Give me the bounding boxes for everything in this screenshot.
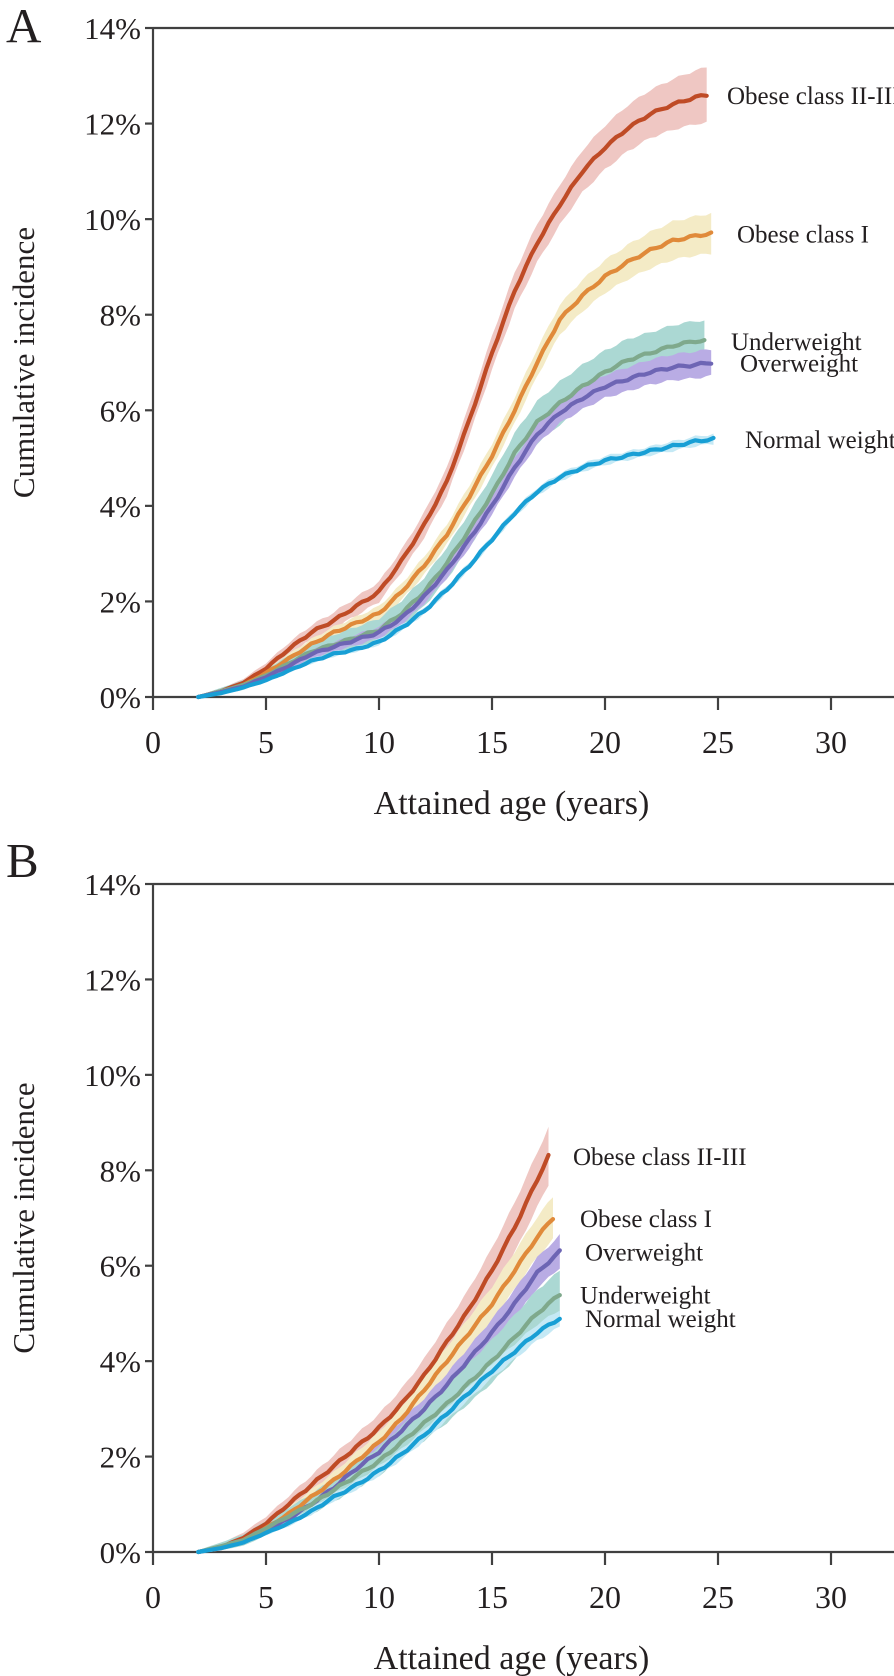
y-tick-label: 14% <box>84 867 141 902</box>
x-tick-label: 15 <box>476 1579 508 1615</box>
x-tick-label: 10 <box>363 724 395 760</box>
x-tick-label: 0 <box>145 1579 161 1615</box>
x-tick-label: 30 <box>815 1579 847 1615</box>
y-tick-label: 14% <box>84 11 141 46</box>
curve-label-normal-weight: Normal weight <box>585 1306 736 1333</box>
panel-a: 0 5 10 15 20 25 30 0% 2% 4% 6% 8% 10% 12% 14% Cumulativ… <box>6 11 894 822</box>
y-tick-label: 2% <box>100 584 141 619</box>
panel-b: 0 5 10 15 20 25 30 0% 2% 4% 6% 8% 10% 12% 14% Cumulativ… <box>6 867 894 1676</box>
y-tick-label: 6% <box>100 393 141 428</box>
x-axis-title: Attained age (years) <box>374 785 650 822</box>
curve-label-obese-class-ii-iii: Obese class II-III <box>727 83 894 110</box>
curve-label-normal-weight: Normal weight <box>745 427 894 454</box>
x-tick-label: 10 <box>363 1579 395 1615</box>
y-tick-label: 12% <box>84 962 141 997</box>
x-tick-label: 5 <box>258 1579 274 1615</box>
ci-band-obese-class-i <box>198 212 712 697</box>
y-tick-label: 2% <box>100 1440 141 1475</box>
curve-obese-class-i <box>196 230 714 700</box>
y-tick-label: 8% <box>100 1153 141 1188</box>
x-tick-label: 30 <box>815 724 847 760</box>
x-tick-label: 20 <box>589 724 621 760</box>
y-tick-label: 6% <box>100 1249 141 1284</box>
curve-label-underweight: Underweight <box>580 1282 711 1309</box>
curve-label-overweight: Overweight <box>585 1239 703 1266</box>
x-axis-title: Attained age (years) <box>374 1640 650 1676</box>
curve-overweight <box>196 360 714 700</box>
curve-label-underweight: Underweight <box>731 329 862 356</box>
x-tick-label: 25 <box>702 724 734 760</box>
y-axis-title: Cumulative incidence <box>6 227 41 498</box>
panel-a-letter: A <box>6 0 42 53</box>
curve-underweight <box>196 1293 562 1555</box>
curve-label-obese-class-ii-iii: Obese class II-III <box>573 1144 747 1171</box>
x-tick-label: 5 <box>258 724 274 760</box>
curve-label-overweight: Overweight <box>740 351 858 378</box>
y-tick-label: 12% <box>84 107 141 142</box>
curve-normal-weight <box>196 435 716 700</box>
y-tick-label: 0% <box>100 1535 141 1570</box>
x-tick-label: 0 <box>145 724 161 760</box>
y-tick-label: 10% <box>84 202 141 237</box>
x-tick-label: 25 <box>702 1579 734 1615</box>
curve-obese-class-ii-iii <box>196 93 709 700</box>
panel-b-letter: B <box>6 833 39 888</box>
curve-underweight <box>196 338 707 700</box>
y-axis-title: Cumulative incidence <box>6 1082 41 1353</box>
y-tick-label: 0% <box>100 680 141 715</box>
y-tick-label: 4% <box>100 1344 141 1379</box>
ci-band-obese-class-ii-iii <box>198 67 707 697</box>
x-tick-label: 20 <box>589 1579 621 1615</box>
curve-obese-class-ii-iii <box>196 1152 551 1555</box>
ci-band-underweight <box>198 320 705 697</box>
y-tick-label: 4% <box>100 489 141 524</box>
curve-normal-weight <box>196 1316 562 1555</box>
y-tick-label: 8% <box>100 298 141 333</box>
x-tick-label: 15 <box>476 724 508 760</box>
curve-label-obese-class-i: Obese class I <box>580 1206 712 1233</box>
y-tick-label: 10% <box>84 1058 141 1093</box>
curve-label-obese-class-i: Obese class I <box>737 221 869 248</box>
